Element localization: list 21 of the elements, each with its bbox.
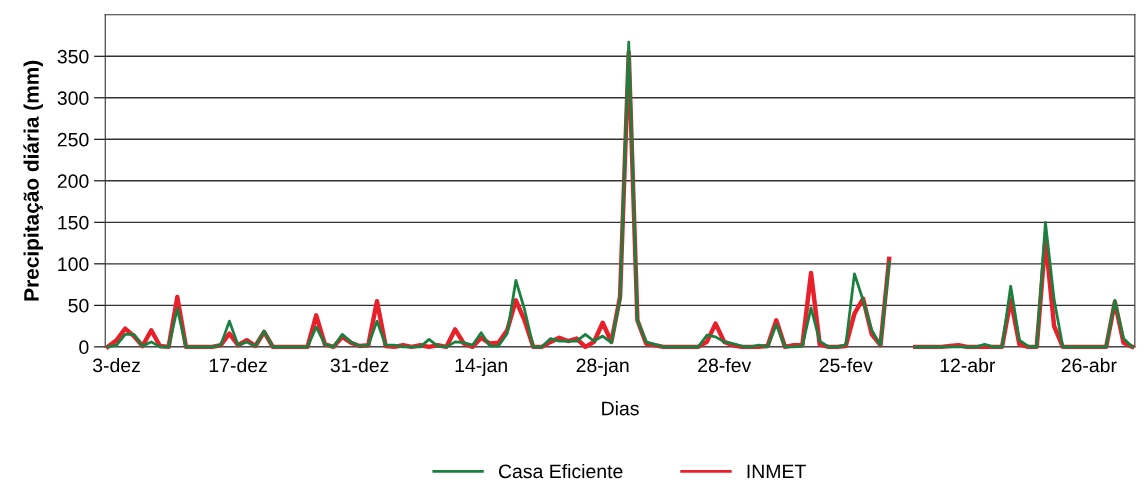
x-axis-title: Dias bbox=[602, 401, 639, 416]
y-tick-label: 350 bbox=[57, 49, 89, 64]
x-tick-label: 26-abr bbox=[1061, 357, 1117, 373]
x-tick-label: 31-dez bbox=[330, 357, 389, 373]
legend-label: Casa Eficiente bbox=[498, 463, 623, 479]
legend-label: INMET bbox=[747, 464, 806, 479]
y-tick-label: 250 bbox=[57, 132, 89, 147]
y-tick-label: 300 bbox=[57, 91, 89, 106]
y-tick-label: 0 bbox=[79, 340, 89, 355]
y-tick-label: 50 bbox=[68, 298, 89, 313]
x-tick-label: 28-jan bbox=[576, 357, 629, 377]
x-tick-label: 17-dez bbox=[209, 357, 267, 373]
x-tick-label: 12-abr bbox=[940, 357, 996, 373]
x-tick-label: 25-fev bbox=[819, 357, 873, 373]
y-tick-label: 150 bbox=[58, 215, 89, 230]
x-tick-label: 3-dez bbox=[92, 357, 140, 373]
y-tick-label: 200 bbox=[57, 174, 89, 189]
x-tick-label: 14-jan bbox=[455, 357, 507, 377]
y-tick-label: 100 bbox=[58, 257, 89, 272]
x-tick-label: 28-fev bbox=[698, 357, 752, 373]
y-axis-title: Precipitação diária (mm) bbox=[23, 60, 43, 301]
